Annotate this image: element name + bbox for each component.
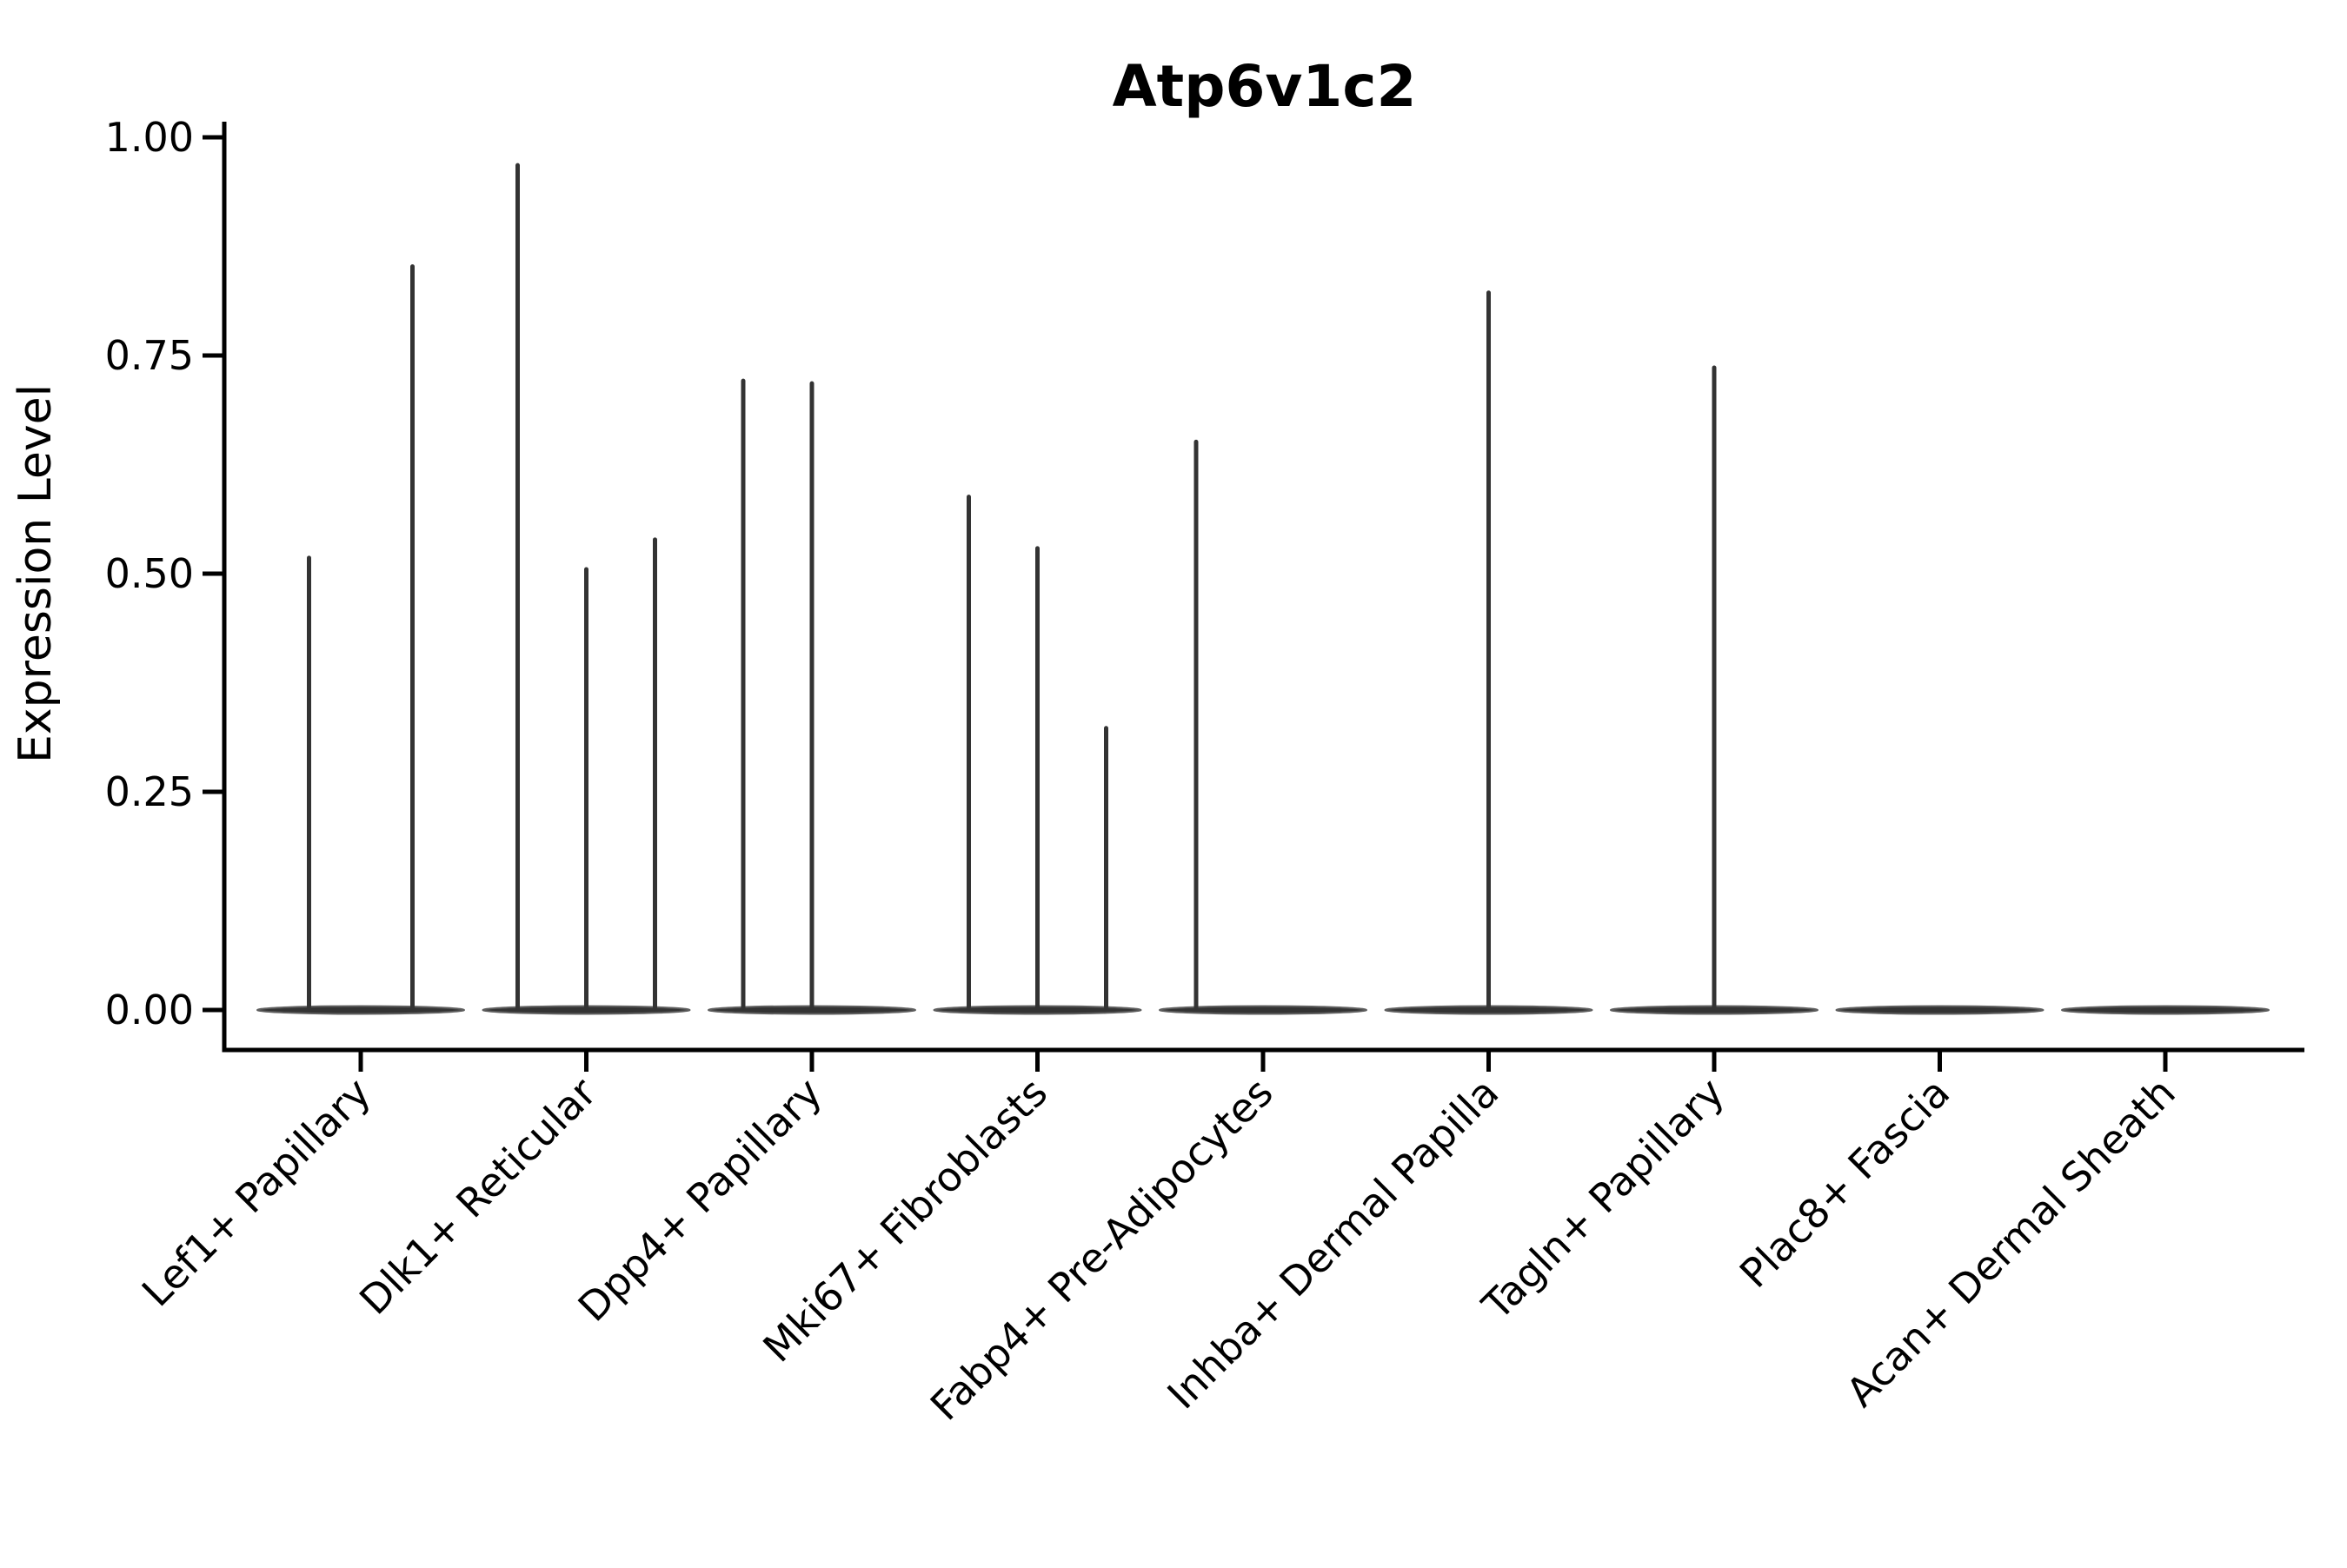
x-tick-label: Lef1+ Papillary	[133, 1069, 380, 1316]
x-tick-label: Dpp4+ Papillary	[569, 1069, 831, 1331]
violin-body	[2061, 1005, 2270, 1015]
y-tick-label: 0.25	[105, 768, 194, 815]
axis-spines	[222, 122, 2304, 1053]
x-tick-label: Dlk1+ Reticular	[350, 1069, 605, 1324]
y-axis-label: Expression Level	[10, 384, 62, 763]
chart-title: Atp6v1c2	[1113, 53, 1417, 120]
y-tick-label: 1.00	[105, 114, 194, 161]
violin-body	[1159, 1005, 1367, 1015]
y-tick-label: 0.75	[105, 332, 194, 379]
violin-body	[256, 1005, 465, 1015]
x-tick-label: Plac8+ Fascia	[1731, 1069, 1958, 1297]
y-tick-label: 0.50	[105, 550, 194, 597]
x-tick-label: Tagln+ Papillary	[1473, 1069, 1733, 1330]
violin-body	[1835, 1005, 2044, 1015]
y-tick-label: 0.00	[105, 987, 194, 1033]
